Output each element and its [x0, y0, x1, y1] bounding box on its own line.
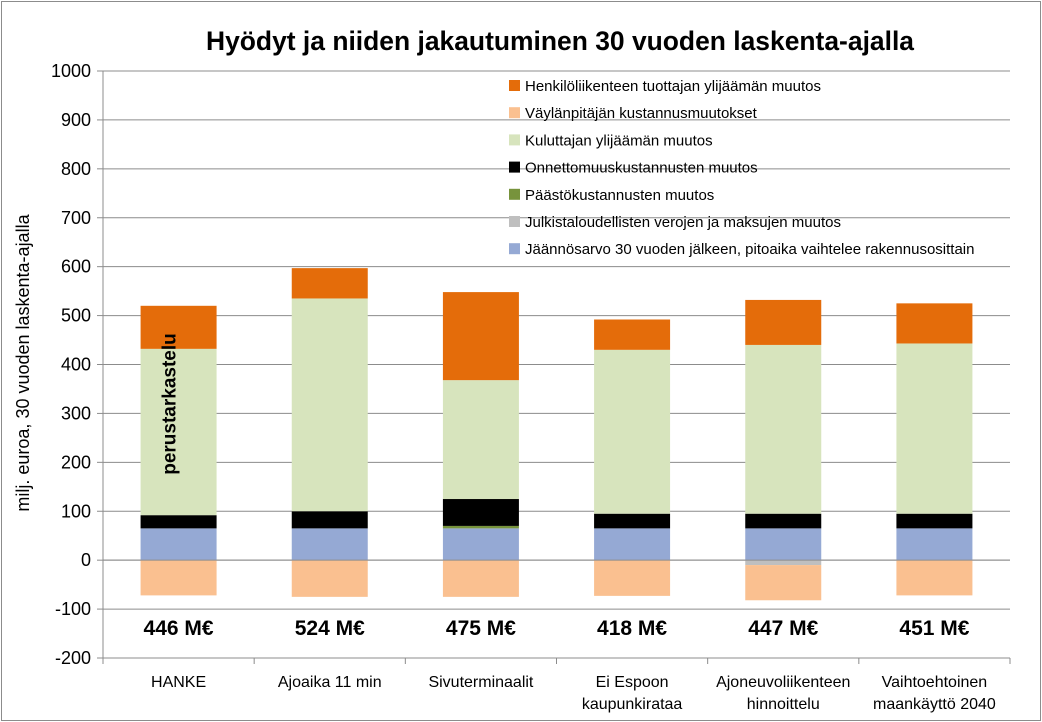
legend-label: Julkistaloudellisten verojen ja maksujen…	[525, 214, 841, 231]
bar-segment	[140, 560, 217, 596]
legend-swatch	[509, 134, 520, 146]
total-label: 451 M€	[899, 617, 969, 640]
bar-segment	[140, 305, 217, 349]
x-category-label: Ajoneuvoliikenteen hinnoittelu	[716, 674, 850, 713]
x-category-label-line: Ajoaika 11 min	[278, 674, 382, 691]
legend-swatch	[509, 161, 520, 173]
x-category-label-line: Vaihtoehtoinen	[882, 674, 988, 691]
y-tick-label: 1000	[51, 61, 91, 81]
y-tick-label: 600	[61, 257, 91, 277]
y-tick-label: 200	[61, 452, 91, 472]
bar-segment	[745, 344, 822, 514]
bar-segment	[745, 513, 822, 529]
bar-segment	[291, 298, 368, 512]
total-label: 447 M€	[748, 617, 818, 640]
bar-segment	[745, 299, 822, 345]
bar-segment	[745, 528, 822, 561]
x-category-label: Ei Espoon kaupunkirataa	[582, 674, 683, 713]
bar-segment	[291, 528, 368, 561]
x-category-label: Ajoaika 11 min	[278, 674, 382, 691]
bar-segment	[291, 268, 368, 299]
bar-segment	[594, 349, 671, 514]
bar-segment	[896, 343, 973, 514]
y-tick-label: 900	[61, 110, 91, 130]
annotation-label: perustarkastelu	[160, 333, 181, 475]
y-tick-label: 300	[61, 403, 91, 423]
bar-segment	[442, 380, 519, 500]
x-category-label-line: Sivuterminaalit	[428, 674, 533, 691]
x-category-label: Vaihtoehtoinen maankäyttö 2040	[873, 674, 996, 713]
y-tick-label: 500	[61, 306, 91, 326]
gridlines	[103, 70, 1010, 659]
total-label: 446 M€	[144, 617, 214, 640]
y-tick-label: 700	[61, 208, 91, 228]
bar-segment	[140, 515, 217, 529]
bar-segment	[140, 348, 217, 516]
x-category-label-line: Ei Espoon	[596, 674, 669, 691]
y-tick-label: 0	[81, 550, 91, 570]
y-tick-label: 400	[61, 355, 91, 375]
legend-swatch	[509, 243, 520, 255]
bar-segment	[745, 565, 822, 601]
bar-segment	[442, 528, 519, 561]
x-category-label-line: hinnoittelu	[747, 696, 820, 713]
legend-label: Päästökustannusten muutos	[525, 187, 714, 204]
x-category-label: Sivuterminaalit	[428, 674, 533, 691]
bar-segment	[291, 560, 368, 597]
y-tick-label: -100	[55, 599, 91, 619]
x-category-label-line: kaupunkirataa	[582, 696, 683, 713]
legend-label: Jäännösarvo 30 vuoden jälkeen, pitoaika …	[525, 241, 974, 258]
bar-segment	[594, 319, 671, 350]
bar-segment	[594, 528, 671, 561]
y-tick-label: -200	[55, 648, 91, 668]
axes	[97, 70, 1011, 664]
x-category-label-line: Ajoneuvoliikenteen	[716, 674, 850, 691]
legend-swatch	[509, 216, 520, 227]
y-tick-label: 100	[61, 501, 91, 521]
legend-label: Henkilöliikenteen tuottajan ylijäämän mu…	[525, 78, 821, 95]
bar-segment	[896, 513, 973, 529]
bar-segment	[442, 525, 519, 529]
bar-segment	[442, 292, 519, 381]
total-label: 418 M€	[597, 617, 667, 640]
bar-segment	[442, 560, 519, 597]
bars	[140, 268, 973, 601]
legend-swatch	[509, 188, 520, 200]
bar-segment	[745, 560, 822, 566]
bar-segment	[291, 511, 368, 529]
bar-segment	[896, 560, 973, 596]
chart-title: Hyödyt ja niiden jakautuminen 30 vuoden …	[206, 26, 915, 56]
legend: Henkilöliikenteen tuottajan ylijäämän mu…	[509, 78, 974, 258]
legend-swatch	[509, 107, 520, 119]
labels: -200 -100 0 100 200 300 400 500 600 700 800 900 1000…	[13, 26, 996, 713]
x-category-label: HANKE	[151, 674, 206, 691]
total-label: 475 M€	[446, 617, 516, 640]
legend-label: Kuluttajan ylijäämän muutos	[525, 132, 713, 149]
bar-segment	[896, 528, 973, 561]
bar-segment	[140, 528, 217, 561]
bar-segment	[896, 303, 973, 344]
x-category-label-line: HANKE	[151, 674, 206, 691]
total-label: 524 M€	[295, 617, 365, 640]
bar-segment	[594, 560, 671, 596]
bar-segment	[594, 513, 671, 529]
y-tick-label: 800	[61, 159, 91, 179]
legend-swatch	[509, 80, 520, 91]
legend-label: Onnettomuuskustannusten muutos	[525, 160, 758, 177]
x-category-label-line: maankäyttö 2040	[873, 696, 996, 713]
y-axis-label: milj. euroa, 30 vuoden laskenta-ajalla	[13, 213, 33, 511]
bar-segment	[442, 499, 519, 526]
legend-label: Väylänpitäjän kustannusmuutokset	[525, 105, 758, 122]
